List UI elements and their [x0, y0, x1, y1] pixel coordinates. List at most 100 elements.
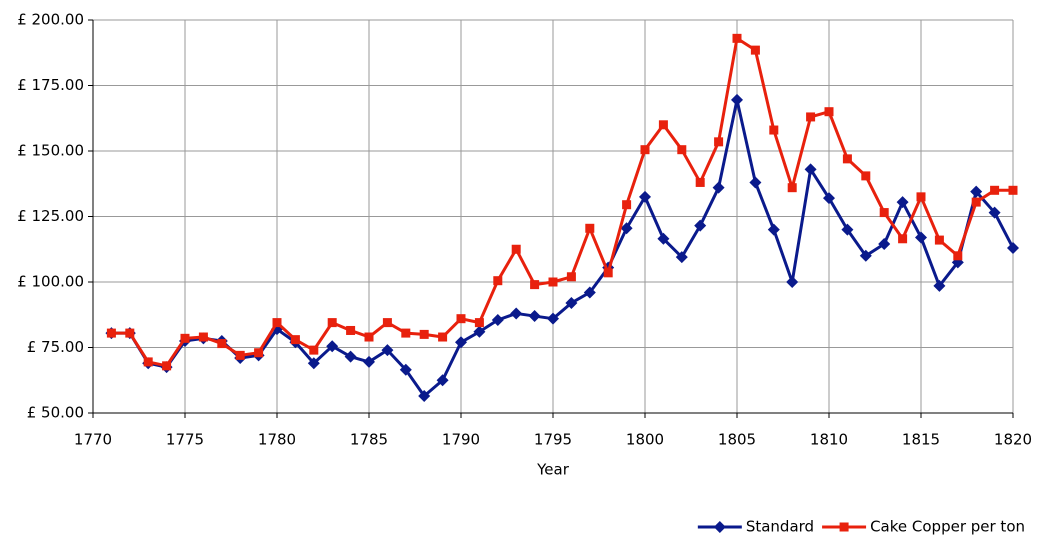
- marker: [510, 307, 523, 320]
- x-tick-label: 1815: [902, 431, 940, 449]
- marker: [677, 145, 687, 155]
- marker: [934, 235, 944, 245]
- marker: [418, 389, 431, 402]
- marker: [344, 350, 357, 363]
- legend-label: Standard: [746, 518, 814, 536]
- marker: [382, 318, 392, 328]
- x-tick-label: 1780: [258, 431, 296, 449]
- marker: [528, 310, 541, 323]
- marker: [859, 249, 872, 262]
- y-tick-label: £ 175.00: [17, 76, 84, 94]
- marker: [180, 333, 190, 343]
- x-tick-label: 1820: [994, 431, 1032, 449]
- marker: [694, 219, 707, 232]
- marker: [749, 176, 762, 189]
- marker: [732, 33, 742, 43]
- marker: [769, 125, 779, 135]
- marker: [346, 325, 356, 335]
- marker: [933, 279, 946, 292]
- marker: [254, 348, 264, 358]
- marker: [990, 185, 1000, 195]
- marker: [364, 332, 374, 342]
- marker: [272, 318, 282, 328]
- marker: [1007, 241, 1019, 254]
- marker: [106, 328, 116, 338]
- marker: [530, 280, 540, 290]
- marker: [823, 192, 835, 205]
- marker: [824, 107, 834, 117]
- marker: [565, 296, 578, 309]
- marker: [290, 335, 300, 345]
- marker: [381, 344, 394, 357]
- marker: [399, 363, 412, 376]
- x-tick-label: 1790: [442, 431, 480, 449]
- marker: [198, 332, 208, 342]
- legend-marker: [713, 521, 726, 533]
- marker: [419, 329, 429, 339]
- marker: [915, 231, 927, 244]
- marker: [898, 234, 908, 244]
- marker: [750, 45, 760, 55]
- marker: [456, 314, 466, 324]
- marker: [896, 196, 909, 209]
- marker: [566, 272, 576, 282]
- marker: [657, 232, 670, 245]
- marker: [841, 223, 854, 236]
- marker: [640, 145, 650, 155]
- marker: [916, 192, 926, 202]
- marker: [493, 276, 503, 286]
- marker: [548, 277, 558, 287]
- marker: [309, 345, 319, 355]
- marker: [620, 222, 633, 235]
- marker: [675, 251, 688, 264]
- marker: [401, 328, 411, 338]
- x-tick-label: 1785: [350, 431, 388, 449]
- marker: [511, 244, 521, 254]
- marker: [438, 332, 448, 342]
- x-tick-label: 1810: [810, 431, 848, 449]
- marker: [658, 120, 668, 130]
- marker: [695, 177, 705, 187]
- marker: [547, 312, 559, 325]
- marker: [786, 276, 799, 288]
- marker: [806, 112, 816, 122]
- y-tick-label: £ 200.00: [17, 11, 84, 29]
- marker: [787, 183, 797, 193]
- series-line: [111, 36, 1013, 368]
- marker: [988, 206, 1001, 219]
- y-tick-label: £ 150.00: [17, 142, 84, 160]
- marker: [473, 325, 486, 338]
- marker: [327, 318, 337, 328]
- y-tick-label: £ 100.00: [17, 273, 84, 291]
- marker: [622, 200, 632, 210]
- marker: [861, 171, 871, 181]
- marker: [767, 223, 780, 236]
- marker: [842, 154, 852, 164]
- x-tick-label: 1770: [74, 431, 112, 449]
- marker: [878, 238, 891, 251]
- marker: [363, 355, 375, 368]
- marker: [879, 208, 889, 218]
- marker: [307, 357, 320, 370]
- marker: [953, 251, 963, 261]
- marker: [585, 223, 595, 233]
- marker: [804, 163, 817, 176]
- marker: [217, 339, 227, 349]
- marker: [714, 137, 724, 147]
- marker: [235, 350, 245, 360]
- marker: [603, 268, 613, 278]
- marker: [125, 328, 135, 338]
- marker: [731, 93, 743, 106]
- legend-marker: [839, 522, 849, 532]
- legend-label: Cake Copper per ton: [870, 518, 1025, 536]
- x-tick-label: 1795: [534, 431, 572, 449]
- marker: [712, 181, 725, 194]
- marker: [491, 313, 504, 326]
- marker: [474, 318, 484, 328]
- x-tick-label: 1805: [718, 431, 756, 449]
- marker: [970, 185, 983, 198]
- x-tick-label: 1775: [166, 431, 204, 449]
- marker: [162, 361, 172, 371]
- x-axis-label: Year: [536, 461, 570, 479]
